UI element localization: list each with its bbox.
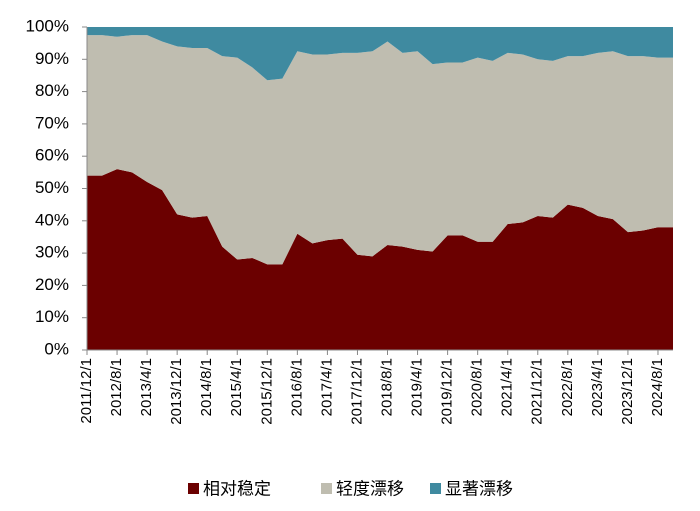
legend-label: 显著漂移 — [445, 479, 513, 498]
legend-swatch — [430, 483, 441, 494]
area — [87, 35, 673, 265]
y-tick-label: 70% — [35, 113, 69, 132]
x-tick-label: 2018/8/1 — [378, 358, 395, 416]
x-tick-label: 2015/12/1 — [258, 358, 275, 425]
x-tick-label: 2022/8/1 — [559, 358, 576, 416]
x-tick-label: 2019/4/1 — [409, 358, 426, 416]
y-tick-label: 60% — [35, 146, 69, 165]
y-tick-label: 0% — [44, 339, 69, 358]
x-tick-label: 2012/8/1 — [108, 358, 125, 416]
x-tick-label: 2014/8/1 — [198, 358, 215, 416]
area — [87, 27, 673, 81]
x-tick-label: 2015/4/1 — [228, 358, 245, 416]
legend-swatch — [188, 483, 199, 494]
y-tick-label: 20% — [35, 275, 69, 294]
y-tick-label: 50% — [35, 178, 69, 197]
y-tick-label: 80% — [35, 81, 69, 100]
y-tick-label: 30% — [35, 243, 69, 262]
x-tick-label: 2019/12/1 — [439, 358, 456, 425]
legend-label: 相对稳定 — [203, 479, 271, 498]
legend-swatch — [321, 483, 332, 494]
legend-label: 轻度漂移 — [336, 479, 404, 498]
y-tick-label: 90% — [35, 49, 69, 68]
x-tick-label: 2017/4/1 — [318, 358, 335, 416]
y-tick-label: 40% — [35, 210, 69, 229]
x-tick-label: 2024/8/1 — [649, 358, 666, 416]
x-tick-label: 2011/12/1 — [78, 358, 95, 424]
area — [87, 169, 673, 350]
x-tick-label: 2013/12/1 — [168, 358, 185, 425]
y-tick-label: 10% — [35, 307, 69, 326]
x-tick-label: 2017/12/1 — [348, 358, 365, 425]
x-tick-label: 2021/12/1 — [529, 358, 546, 425]
x-tick-label: 2021/4/1 — [499, 358, 516, 416]
x-tick-label: 2020/8/1 — [469, 358, 486, 416]
y-tick-label: 100% — [26, 16, 69, 35]
x-tick-label: 2023/4/1 — [589, 358, 606, 416]
x-tick-label: 2016/8/1 — [288, 358, 305, 416]
x-tick-label: 2013/4/1 — [138, 358, 155, 416]
x-tick-label: 2023/12/1 — [619, 358, 636, 425]
